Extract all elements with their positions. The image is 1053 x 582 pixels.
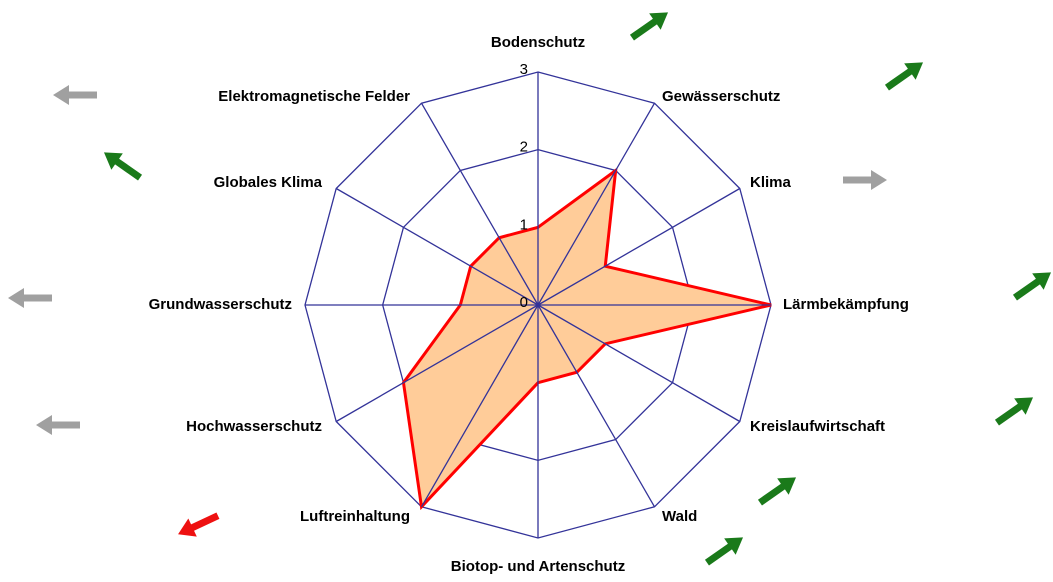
- spoke: [537, 304, 656, 508]
- spoke: [335, 187, 539, 306]
- spoke: [420, 304, 539, 508]
- category-label: Globales Klima: [214, 174, 323, 191]
- category-label: Klima: [750, 174, 792, 191]
- trend-arrow: [178, 512, 220, 537]
- category-label: Grundwasserschutz: [149, 296, 292, 313]
- trend-arrow: [629, 12, 669, 41]
- category-label: Bodenschutz: [491, 34, 585, 51]
- category-label: Lärmbekämpfung: [783, 296, 909, 313]
- trend-arrow: [884, 62, 924, 91]
- category-label: Elektromagnetische Felder: [218, 88, 410, 105]
- trend-arrow: [843, 170, 887, 190]
- category-label: Wald: [662, 508, 697, 525]
- trend-arrow: [8, 288, 52, 308]
- y-tick-label: 0: [520, 294, 528, 311]
- y-tick-label: 1: [520, 216, 528, 233]
- spoke: [420, 102, 539, 306]
- category-label: Hochwasserschutz: [186, 418, 322, 435]
- trend-arrow: [994, 397, 1034, 426]
- trend-arrow: [1012, 272, 1052, 301]
- spoke: [537, 304, 741, 423]
- trend-arrow: [704, 537, 744, 566]
- trend-arrow: [757, 477, 797, 506]
- trend-arrow: [103, 152, 143, 181]
- trend-arrow: [36, 415, 80, 435]
- trend-arrow: [53, 85, 97, 105]
- category-label: Gewässerschutz: [662, 88, 780, 105]
- spoke: [335, 304, 539, 423]
- category-label: Biotop- und Artenschutz: [451, 558, 625, 575]
- y-tick-label: 3: [520, 61, 528, 78]
- category-label: Kreislaufwirtschaft: [750, 418, 885, 435]
- y-tick-label: 2: [520, 139, 528, 156]
- spoke: [537, 102, 656, 306]
- spoke: [537, 187, 741, 306]
- category-label: Luftreinhaltung: [300, 508, 410, 525]
